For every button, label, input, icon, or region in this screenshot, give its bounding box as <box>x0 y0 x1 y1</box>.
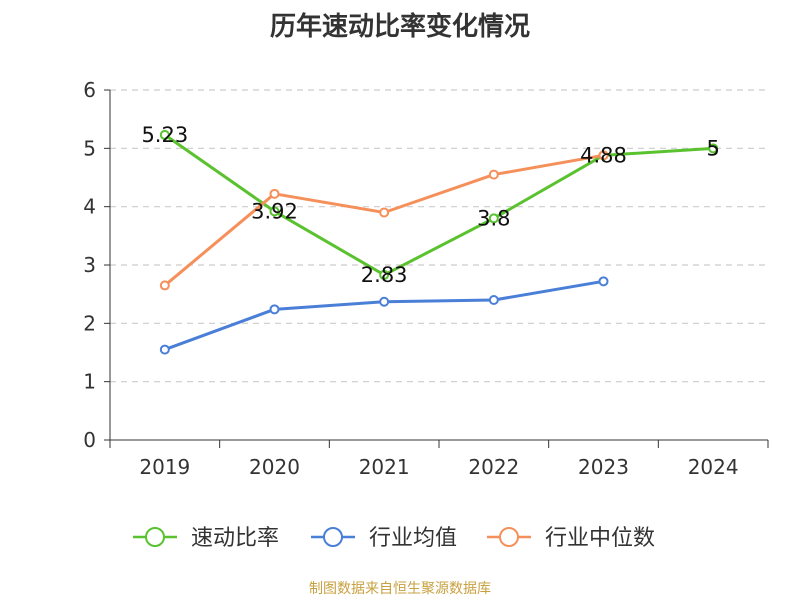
data-point <box>379 207 390 218</box>
legend-item[interactable]: 速动比率 <box>133 526 279 551</box>
data-label: 2.83 <box>361 263 408 287</box>
y-tick-label: 0 <box>83 428 96 452</box>
legend-marker-icon <box>323 527 343 547</box>
y-tick-label: 2 <box>83 311 96 335</box>
series-line <box>164 279 604 351</box>
legend-marker-icon <box>499 527 519 547</box>
data-point <box>598 276 609 287</box>
legend-label: 行业中位数 <box>545 526 655 551</box>
data-point <box>379 296 390 307</box>
legend-label: 速动比率 <box>191 526 279 551</box>
data-point <box>379 269 390 280</box>
y-tick-label: 3 <box>83 253 96 277</box>
data-point <box>488 295 499 305</box>
data-point <box>269 188 280 199</box>
data-label: 5 <box>706 136 719 160</box>
series-layer <box>159 129 719 355</box>
grid-layer <box>110 89 768 383</box>
y-tick-label: 4 <box>83 195 96 219</box>
x-tick-label: 2024 <box>688 455 739 479</box>
data-point <box>269 304 280 315</box>
source-note: 制图数据来自恒生聚源数据库 <box>309 581 491 597</box>
data-point <box>488 169 499 180</box>
y-tick-label: 1 <box>83 370 96 394</box>
data-point <box>159 344 170 355</box>
data-point <box>159 280 170 291</box>
y-tick-label: 6 <box>83 78 96 102</box>
x-tick-label: 2022 <box>468 455 519 479</box>
y-tick-label: 5 <box>83 136 96 160</box>
chart-title: 历年速动比率变化情况 <box>269 12 530 42</box>
axis-layer: 0 1 2 3 4 5 6 2019 2020 2021 2022 2023 2024 <box>83 78 769 479</box>
data-label-layer: 5.23 3.92 2.83 3.8 4.88 5 <box>141 123 719 287</box>
x-tick-label: 2019 <box>139 455 190 479</box>
data-point <box>159 129 170 140</box>
x-tick-label: 2021 <box>359 455 410 479</box>
data-label: 3.92 <box>251 199 298 223</box>
data-point <box>269 206 280 217</box>
series-line <box>163 133 714 277</box>
data-point <box>488 213 499 224</box>
legend-item[interactable]: 行业中位数 <box>487 526 655 551</box>
data-label: 3.8 <box>477 206 510 230</box>
legend: 速动比率 行业均值 行业中位数 <box>133 526 655 551</box>
x-tick-label: 2020 <box>249 455 300 479</box>
data-point <box>708 143 719 154</box>
legend-marker-icon <box>145 527 165 547</box>
data-point <box>598 150 609 161</box>
legend-item[interactable]: 行业均值 <box>311 526 457 551</box>
x-tick-label: 2023 <box>578 455 629 479</box>
legend-label: 行业均值 <box>369 526 457 551</box>
data-label: 5.23 <box>141 123 188 147</box>
data-label: 4.88 <box>580 143 627 167</box>
